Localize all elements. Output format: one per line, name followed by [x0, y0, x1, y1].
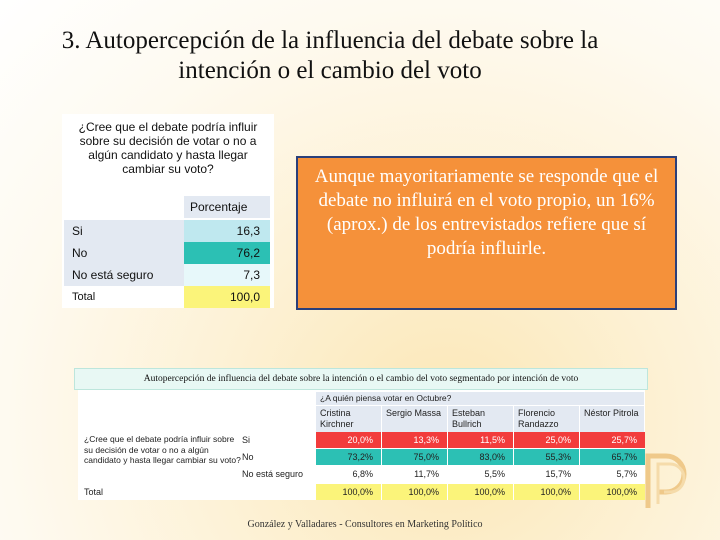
vote-intention-header: ¿A quién piensa votar en Octubre? [316, 392, 644, 405]
row-value: 76,2 [184, 242, 270, 264]
table-cell: 100,0% [316, 484, 381, 500]
segmented-table: ¿A quién piensa votar en Octubre? Cristi… [78, 390, 645, 500]
row-value: 16,3 [184, 220, 270, 242]
table-cell: 100,0% [580, 484, 645, 500]
row-label: Si [242, 435, 251, 445]
row-label: Total [64, 286, 184, 308]
row-value: 7,3 [184, 264, 270, 286]
row-label-total: Total [84, 487, 104, 497]
table-cell: 13,3% [382, 432, 447, 448]
table-question: ¿Cree que el debate podría influir sobre… [78, 120, 258, 176]
table-cell: 5,7% [580, 466, 645, 482]
candidate-header: Cristina Kirchner [316, 406, 381, 432]
summary-table: ¿Cree que el debate podría influir sobre… [62, 114, 274, 308]
callout-box: Aunque mayoritariamente se responde que … [296, 156, 677, 310]
table-row: Si 16,3 [64, 220, 270, 242]
table-cell: 6,8% [316, 466, 381, 482]
candidate-header: Sergio Massa [382, 406, 447, 432]
table-cell: 65,7% [580, 449, 645, 465]
table-cell: 11,5% [448, 432, 513, 448]
row-label: No está seguro [64, 264, 184, 286]
table-cell: 73,2% [316, 449, 381, 465]
table-row: No 76,2 [64, 242, 270, 264]
table-cell: 100,0% [382, 484, 447, 500]
table-cell: 11,7% [382, 466, 447, 482]
row-label: No [242, 452, 254, 462]
table-cell: 20,0% [316, 432, 381, 448]
candidate-header: Esteban Bullrich [448, 406, 513, 432]
gv-monogram-icon [645, 453, 687, 508]
table-cell: 25,0% [514, 432, 579, 448]
row-label: No [64, 242, 184, 264]
table-row: No está seguro 7,3 [64, 264, 270, 286]
table-cell: 5,5% [448, 466, 513, 482]
row-value: 100,0 [184, 286, 270, 308]
table-cell: 55,3% [514, 449, 579, 465]
table-cell: 75,0% [382, 449, 447, 465]
table-cell: 100,0% [448, 484, 513, 500]
table-cell: 15,7% [514, 466, 579, 482]
row-question: ¿Cree que el debate podría influir sobre… [84, 434, 241, 465]
column-header: Porcentaje [184, 196, 270, 218]
table-cell: 100,0% [514, 484, 579, 500]
row-label: No está seguro [242, 469, 304, 479]
table-cell: 83,0% [448, 449, 513, 465]
slide-title: 3. Autopercepción de la influencia del d… [61, 27, 599, 84]
row-label: Si [64, 220, 184, 242]
table-cell: 25,7% [580, 432, 645, 448]
candidate-header: Florencio Randazzo [514, 406, 579, 432]
table-caption: Autopercepción de influencia del debate … [74, 368, 648, 390]
table-row-total: Total 100,0 [64, 286, 270, 308]
footer-credit: González y Valladares - Consultores en M… [247, 519, 483, 530]
candidate-header: Néstor Pitrola [580, 406, 644, 432]
